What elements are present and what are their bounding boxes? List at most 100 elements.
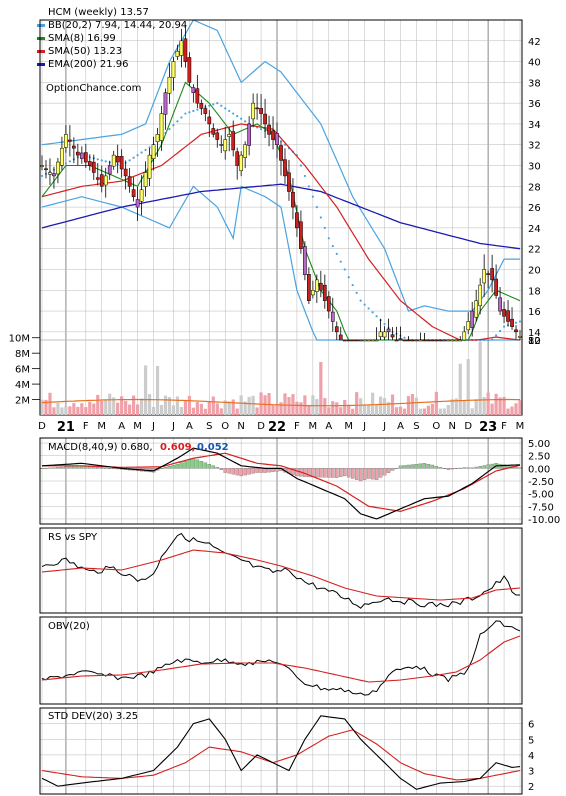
volume-bar (191, 407, 195, 415)
candle-body (52, 173, 56, 177)
macd-histogram-bar (398, 465, 403, 469)
macd-histogram-bar (235, 468, 239, 476)
macd-histogram-bar (414, 463, 419, 469)
volume-bar (72, 403, 76, 415)
candle-body (422, 339, 427, 342)
candle-body (163, 92, 168, 115)
candle-body (239, 154, 244, 171)
bb-mid-dot (299, 164, 303, 167)
bb-mid-dot (168, 128, 171, 131)
x-label-27: M (516, 421, 525, 432)
volume-bar (56, 402, 60, 415)
candle-body (311, 290, 315, 296)
candle-body (143, 172, 148, 187)
macd-histogram-bar (100, 467, 104, 469)
macd-histogram-bar (243, 468, 247, 476)
macd-histogram-bar (60, 466, 64, 469)
candle-body (56, 161, 60, 175)
volume-bar (247, 396, 251, 415)
bb-mid-dot (136, 154, 139, 157)
macd-histogram-bar (92, 466, 96, 469)
macd-histogram-bar (251, 468, 255, 474)
x-label-13: 22 (268, 420, 286, 435)
watermark: OptionChance.com (46, 83, 141, 94)
bb-mid-dot (351, 283, 354, 287)
candle-body (76, 151, 80, 156)
candle-body (127, 176, 132, 187)
std-panel: 2 3 4 5 6 (39, 707, 534, 795)
volume-bar (398, 406, 403, 415)
volume-bar (40, 399, 44, 415)
candle-body (64, 134, 68, 148)
volume-bar (371, 392, 375, 415)
bb-mid-dot (279, 140, 283, 143)
candle-body (442, 339, 447, 342)
candle-body (514, 329, 518, 333)
bb-mid-dot (491, 338, 494, 341)
macd-signal-value: 0.609, (160, 442, 195, 453)
macd-histogram-bar (207, 463, 212, 469)
volume-bar (434, 391, 438, 415)
candle-body (235, 151, 240, 166)
candle-body (60, 147, 64, 166)
macd-histogram-bar (478, 466, 482, 469)
volume-bar (155, 366, 160, 415)
candle-body (231, 131, 236, 151)
bb-mid-dot (498, 329, 502, 333)
volume-bar (422, 408, 426, 415)
candle-body (406, 339, 411, 342)
bb-mid-dot (40, 174, 44, 178)
volume-bar (96, 394, 100, 415)
bb-mid-dot (347, 276, 350, 279)
volume-bar (203, 408, 207, 415)
candle-body (498, 297, 502, 312)
volume-bar (279, 402, 283, 415)
macd-hist-value: 0.052 (197, 442, 229, 453)
volume-bar (139, 398, 144, 415)
obv-frame (39, 616, 523, 705)
chart-title: HCM (weekly) 13.57 (48, 7, 149, 18)
bb-mid-dot (236, 115, 239, 118)
macd-histogram-bar (247, 468, 251, 475)
volume-bar (104, 400, 108, 415)
x-label-6: J (151, 421, 155, 432)
bb-mid-dot (176, 120, 179, 123)
candle-body (99, 174, 104, 187)
candle-body (263, 113, 267, 125)
volume-bar (163, 395, 168, 415)
macd-histogram-bar (418, 463, 423, 469)
volume-bar (243, 401, 247, 415)
volume-bar (112, 397, 116, 415)
volume-bar (406, 396, 411, 415)
volume-bar (363, 404, 367, 415)
price-tick-30: 30 (528, 162, 541, 173)
price-tick-12: 12 (528, 336, 541, 347)
volume-bar (239, 395, 243, 415)
x-label-2: F (83, 421, 89, 432)
candle-body (131, 189, 136, 197)
volume-bar (375, 404, 379, 415)
macd-histogram-bar (187, 459, 192, 469)
volume-bar (478, 341, 482, 415)
volume-bar (215, 403, 219, 415)
candle-body (502, 309, 506, 317)
price-tick-36: 36 (528, 99, 541, 110)
obv-label: OBV(20) (48, 621, 90, 632)
macd-histogram-bar (502, 464, 506, 469)
bb-mid-dot (355, 291, 358, 294)
bb-mid-dot (315, 206, 318, 209)
macd-tick-label: -10.00 (528, 515, 560, 526)
volume-bar (48, 392, 52, 415)
x-label-1: 21 (57, 420, 75, 435)
std-tick-label: 5 (528, 735, 534, 746)
candle-body (291, 191, 295, 208)
std-bg (40, 708, 522, 794)
bb-mid-dot (487, 338, 490, 342)
volume-bar (207, 401, 211, 415)
volume-bar (159, 404, 164, 415)
macd-label: MACD(8,40,9) 0.680, (48, 442, 153, 453)
rs-line (41, 532, 520, 609)
volume-bar (307, 405, 311, 415)
bb-mid-dot (335, 252, 338, 255)
